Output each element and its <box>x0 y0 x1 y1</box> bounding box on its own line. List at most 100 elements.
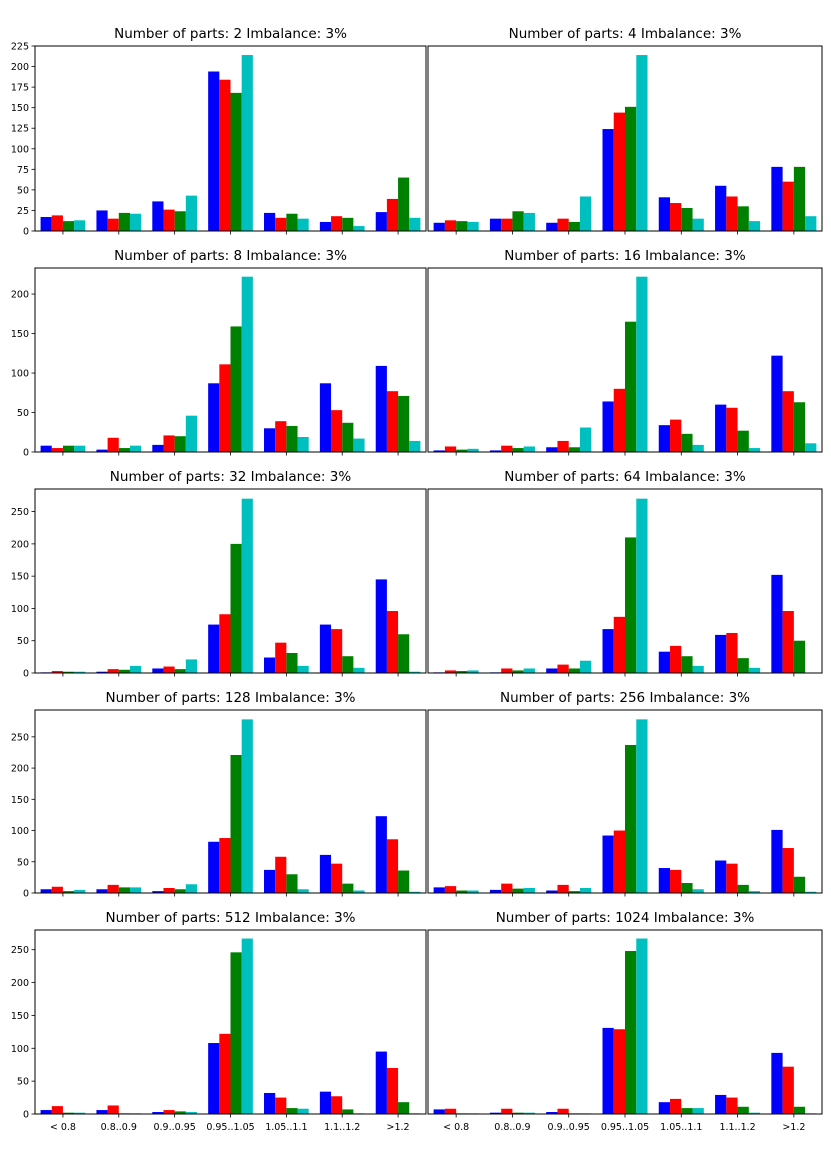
panel-title: Number of parts: 1024 Imbalance: 3% <box>496 910 755 926</box>
bar <box>771 355 783 452</box>
panel-title: Number of parts: 4 Imbalance: 3% <box>509 26 742 42</box>
bar <box>501 445 513 452</box>
y-tick-label: 200 <box>11 978 29 989</box>
panel-title: Number of parts: 128 Imbalance: 3% <box>106 690 356 706</box>
bar <box>658 1102 671 1114</box>
bar <box>625 951 637 1114</box>
bar <box>398 395 410 452</box>
y-tick-label: 100 <box>11 604 29 615</box>
bar <box>241 55 253 231</box>
bar <box>501 668 513 673</box>
bar <box>670 419 682 452</box>
bar <box>692 218 704 231</box>
bar <box>62 221 75 231</box>
bar <box>331 863 343 893</box>
y-tick-label: 150 <box>11 329 29 340</box>
bar <box>241 719 253 893</box>
bar <box>456 449 468 452</box>
bar <box>319 221 332 231</box>
bar <box>62 671 75 673</box>
bar <box>692 665 704 673</box>
y-tick-label: 100 <box>11 826 29 837</box>
bar <box>793 640 806 673</box>
bar <box>386 839 399 893</box>
y-tick-label: 150 <box>11 103 29 114</box>
panel: Number of parts: 4 Imbalance: 3% <box>427 26 823 235</box>
bar <box>342 883 354 893</box>
panel-title: Number of parts: 2 Imbalance: 3% <box>114 26 347 42</box>
bar <box>297 218 309 231</box>
bar <box>489 450 502 452</box>
bar <box>342 422 354 452</box>
bar <box>241 498 253 673</box>
bar <box>793 402 806 452</box>
bar <box>40 445 52 452</box>
bar <box>670 1098 682 1114</box>
y-tick-label: 50 <box>17 857 29 868</box>
bar <box>331 410 343 452</box>
bar <box>375 365 387 452</box>
bar <box>386 611 399 673</box>
bar <box>174 1111 186 1114</box>
bar <box>602 1027 614 1114</box>
bar <box>613 1029 625 1114</box>
bar <box>602 629 614 673</box>
bar <box>286 652 298 673</box>
bar <box>96 1110 108 1114</box>
bar <box>512 448 524 452</box>
bar <box>726 863 738 893</box>
bar <box>546 222 558 231</box>
bar <box>546 447 558 452</box>
bar <box>74 445 86 452</box>
bar <box>74 1112 86 1114</box>
bar <box>805 891 817 893</box>
bar <box>793 1106 806 1114</box>
bar <box>219 79 231 232</box>
bar <box>51 1106 63 1114</box>
bar <box>568 447 580 452</box>
bar <box>264 212 276 231</box>
y-tick-label: 175 <box>11 83 29 94</box>
bar <box>107 884 119 893</box>
bar <box>613 388 625 452</box>
bar <box>353 438 365 452</box>
bar <box>726 196 738 231</box>
bar <box>512 211 524 231</box>
panel-title: Number of parts: 256 Imbalance: 3% <box>500 690 750 706</box>
bar <box>489 218 502 231</box>
bar <box>748 448 761 452</box>
bar <box>625 321 637 452</box>
bar <box>715 1094 727 1114</box>
bar <box>512 670 524 673</box>
bar <box>467 670 479 673</box>
bar <box>501 218 513 231</box>
bar <box>96 671 108 673</box>
bar <box>681 656 693 673</box>
bar <box>163 888 175 893</box>
bar <box>568 221 580 231</box>
bar <box>342 656 354 673</box>
y-tick-label: 250 <box>11 945 29 956</box>
bar <box>118 669 130 673</box>
bar <box>692 444 704 452</box>
bar <box>264 657 276 673</box>
bar <box>319 854 332 893</box>
bar <box>715 860 727 893</box>
bar <box>771 829 783 893</box>
bar <box>737 658 749 673</box>
bar <box>118 448 130 452</box>
bar <box>681 207 693 231</box>
bar <box>62 891 75 893</box>
bar <box>636 498 648 673</box>
bar <box>782 848 794 893</box>
bar <box>456 671 468 673</box>
x-tick-label: 0.95..1.05 <box>601 1122 649 1133</box>
bar <box>264 428 276 452</box>
bar <box>557 884 569 893</box>
bar <box>715 185 727 231</box>
x-tick-label: < 0.8 <box>50 1122 76 1133</box>
bar <box>523 446 535 452</box>
bar <box>444 1108 457 1114</box>
bar <box>230 326 242 452</box>
bar <box>107 669 119 673</box>
